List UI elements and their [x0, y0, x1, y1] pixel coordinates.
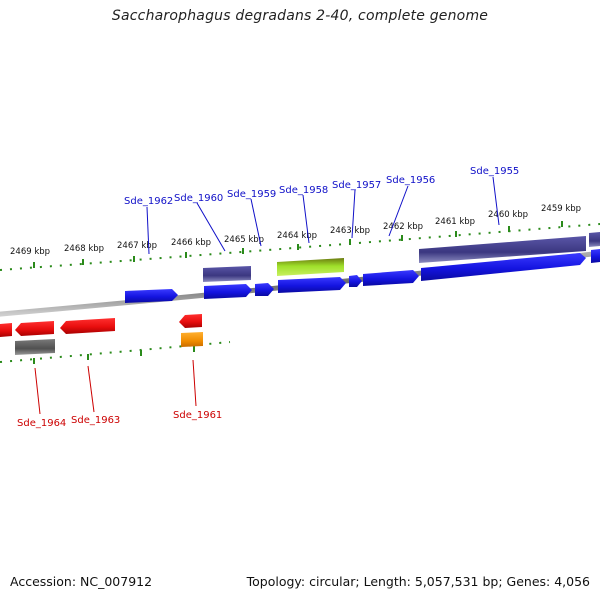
ruler-label: 2462 kbp: [383, 222, 423, 232]
ruler-inner-ticks: [33, 346, 195, 364]
ruler-label: 2463 kbp: [330, 226, 370, 236]
ruler-label: 2467 kbp: [117, 241, 157, 251]
gene-label[interactable]: Sde_1957: [332, 180, 381, 191]
gene-arrow[interactable]: [349, 275, 362, 287]
gene-arrow[interactable]: [15, 321, 54, 336]
ruler-label: 2459 kbp: [541, 204, 581, 214]
gene-label[interactable]: Sde_1964: [17, 418, 66, 429]
feature-bar: [589, 232, 600, 247]
reverse-leaders: [34, 359, 197, 415]
forward-labels: Sde_1962 Sde_1960 Sde_1959 Sde_1958 Sde_…: [124, 166, 519, 207]
reverse-genes: [0, 314, 202, 337]
gene-label[interactable]: Sde_1960: [174, 193, 223, 204]
gene-label[interactable]: Sde_1961: [173, 410, 222, 421]
gene-arrow[interactable]: [591, 249, 600, 263]
gene-arrow[interactable]: [179, 314, 202, 328]
gene-arrow[interactable]: [255, 283, 274, 296]
gene-arrow[interactable]: [125, 289, 178, 303]
ruler-label: 2461 kbp: [435, 217, 475, 227]
gene-label[interactable]: Sde_1958: [279, 185, 328, 196]
forward-genes: [125, 249, 600, 303]
ruler-labels: 2469 kbp 2468 kbp 2467 kbp 2466 kbp 2465…: [10, 204, 581, 257]
ruler-label: 2469 kbp: [10, 247, 50, 257]
gene-arrow[interactable]: [278, 277, 346, 293]
gene-label[interactable]: Sde_1956: [386, 175, 435, 186]
forward-leaders: [146, 176, 500, 255]
accession-text: Accession: NC_007912: [10, 574, 153, 589]
map-title: Saccharophagus degradans 2-40, complete …: [111, 8, 489, 24]
gene-arrow[interactable]: [0, 323, 12, 337]
ruler-label: 2464 kbp: [277, 231, 317, 241]
feature-bar: [419, 236, 586, 263]
gene-arrow[interactable]: [363, 270, 419, 286]
gene-arrow[interactable]: [421, 253, 586, 281]
ruler-label: 2465 kbp: [224, 235, 264, 245]
feature-bar: [203, 266, 251, 282]
topology-text: Topology: circular; Length: 5,057,531 bp…: [246, 574, 590, 589]
gene-arrow[interactable]: [204, 284, 252, 299]
gene-arrow[interactable]: [60, 318, 115, 334]
ruler-outer: [0, 223, 600, 271]
feature-bar: [181, 332, 203, 347]
ruler-label: 2460 kbp: [488, 210, 528, 220]
feature-track: [15, 232, 600, 355]
reverse-labels: Sde_1964 Sde_1963 Sde_1961: [17, 410, 222, 429]
ruler-major-ticks: [33, 221, 563, 268]
gene-label[interactable]: Sde_1959: [227, 189, 276, 200]
ruler-label: 2466 kbp: [171, 238, 211, 248]
gene-label[interactable]: Sde_1962: [124, 196, 173, 207]
gene-label[interactable]: Sde_1963: [71, 415, 120, 426]
feature-bar: [15, 339, 55, 355]
feature-bar: [277, 258, 344, 276]
gene-label[interactable]: Sde_1955: [470, 166, 519, 177]
ruler-label: 2468 kbp: [64, 244, 104, 254]
